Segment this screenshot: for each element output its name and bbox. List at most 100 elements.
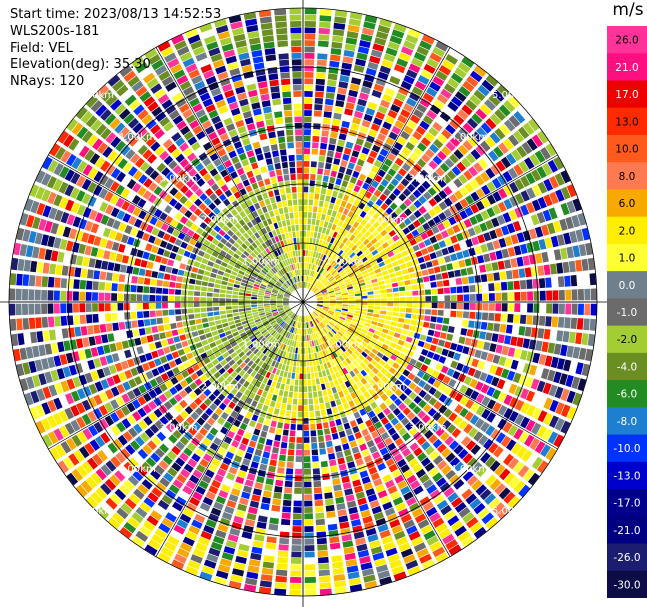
ppi-gate bbox=[235, 205, 243, 213]
ppi-gate bbox=[358, 422, 367, 431]
ppi-gate bbox=[513, 428, 524, 440]
ppi-gate bbox=[318, 397, 324, 404]
ppi-gate bbox=[381, 211, 389, 220]
ppi-gate bbox=[431, 370, 440, 378]
ppi-gate bbox=[502, 171, 513, 183]
ppi-gate bbox=[277, 342, 282, 349]
ppi-gate bbox=[316, 331, 321, 338]
ppi-gate bbox=[304, 269, 307, 276]
ppi-gate bbox=[292, 231, 296, 238]
ppi-gate bbox=[289, 430, 296, 437]
ppi-gate bbox=[353, 411, 361, 419]
ppi-gate bbox=[154, 528, 168, 539]
ppi-gate bbox=[346, 316, 353, 321]
ppi-gate bbox=[432, 46, 446, 58]
ppi-gate bbox=[462, 140, 473, 151]
ppi-gate bbox=[331, 270, 337, 276]
ppi-gate bbox=[102, 366, 111, 377]
ppi-gate bbox=[316, 213, 322, 220]
ppi-gate bbox=[86, 314, 93, 324]
ppi-gate bbox=[339, 235, 345, 242]
ppi-gate bbox=[329, 330, 335, 336]
ppi-gate bbox=[330, 48, 342, 56]
ppi-gate bbox=[356, 224, 364, 232]
ppi-gate bbox=[288, 352, 292, 359]
ppi-gate bbox=[330, 244, 335, 251]
ppi-gate bbox=[349, 261, 355, 268]
ppi-gate bbox=[99, 271, 107, 280]
ppi-gate bbox=[448, 216, 457, 226]
ppi-gate bbox=[36, 331, 44, 343]
ppi-gate bbox=[293, 392, 298, 399]
ppi-gate bbox=[304, 275, 306, 282]
ppi-gate bbox=[391, 565, 405, 575]
ppi-gate bbox=[175, 457, 186, 467]
ppi-gate bbox=[468, 166, 478, 177]
ppi-gate bbox=[292, 314, 296, 320]
ppi-gate bbox=[303, 360, 306, 367]
ppi-gate bbox=[280, 329, 285, 335]
ppi-gate bbox=[130, 153, 141, 164]
ppi-gate bbox=[233, 284, 240, 289]
ppi-gate bbox=[320, 409, 327, 416]
ppi-gate bbox=[315, 292, 321, 296]
ppi-gate bbox=[419, 263, 427, 270]
ppi-gate bbox=[192, 103, 203, 113]
ppi-gate bbox=[345, 373, 352, 380]
ppi-gate bbox=[521, 141, 533, 155]
ppi-gate bbox=[110, 194, 120, 205]
ppi-gate bbox=[301, 262, 303, 269]
ppi-gate bbox=[97, 142, 108, 154]
ppi-gate bbox=[304, 462, 311, 469]
ppi-gate bbox=[245, 293, 252, 297]
ppi-gate bbox=[364, 277, 371, 282]
ppi-gate bbox=[491, 217, 500, 228]
ppi-gate bbox=[291, 545, 302, 552]
ppi-gate bbox=[84, 220, 94, 232]
ppi-gate bbox=[181, 283, 189, 290]
ppi-gate bbox=[187, 308, 194, 314]
ppi-gate bbox=[163, 401, 173, 410]
ppi-gate bbox=[98, 292, 105, 301]
ppi-gate bbox=[153, 408, 163, 418]
ppi-gate bbox=[285, 352, 290, 359]
ppi-gate bbox=[357, 263, 365, 270]
ppi-gate bbox=[329, 176, 336, 184]
ppi-gate bbox=[250, 362, 257, 370]
ppi-gate bbox=[505, 153, 517, 165]
ppi-gate bbox=[581, 227, 590, 241]
ppi-gate bbox=[500, 281, 508, 291]
ppi-gate bbox=[384, 398, 393, 407]
ppi-gate bbox=[304, 282, 306, 288]
ppi-gate bbox=[334, 586, 348, 594]
ppi-gate bbox=[225, 306, 232, 310]
ppi-gate bbox=[449, 193, 458, 204]
ppi-gate bbox=[226, 384, 234, 392]
ppi-gate bbox=[264, 151, 272, 159]
ppi-gate bbox=[278, 291, 285, 295]
ppi-gate bbox=[349, 512, 360, 521]
ppi-gate bbox=[315, 318, 320, 324]
ppi-gate bbox=[70, 405, 80, 417]
ppi-gate bbox=[294, 379, 299, 386]
ppi-gate bbox=[159, 332, 166, 340]
ppi-gate bbox=[66, 291, 73, 301]
ppi-gate bbox=[292, 519, 302, 526]
ppi-gate bbox=[247, 237, 254, 244]
ppi-gate bbox=[66, 153, 77, 167]
ppi-gate bbox=[30, 331, 38, 344]
ppi-gate bbox=[243, 216, 250, 224]
ppi-gate bbox=[292, 284, 296, 290]
ppi-gate bbox=[290, 218, 295, 225]
ppi-gate bbox=[268, 465, 276, 473]
ppi-gate bbox=[503, 453, 514, 466]
ppi-gate bbox=[66, 437, 77, 451]
ppi-gate bbox=[257, 302, 264, 305]
ppi-gate bbox=[304, 33, 316, 40]
ppi-gate bbox=[389, 342, 397, 349]
ppi-gate bbox=[325, 434, 332, 442]
ppi-gate bbox=[345, 202, 352, 210]
ppi-gate bbox=[371, 278, 378, 284]
ppi-gate bbox=[162, 317, 170, 324]
ppi-gate bbox=[304, 46, 315, 53]
